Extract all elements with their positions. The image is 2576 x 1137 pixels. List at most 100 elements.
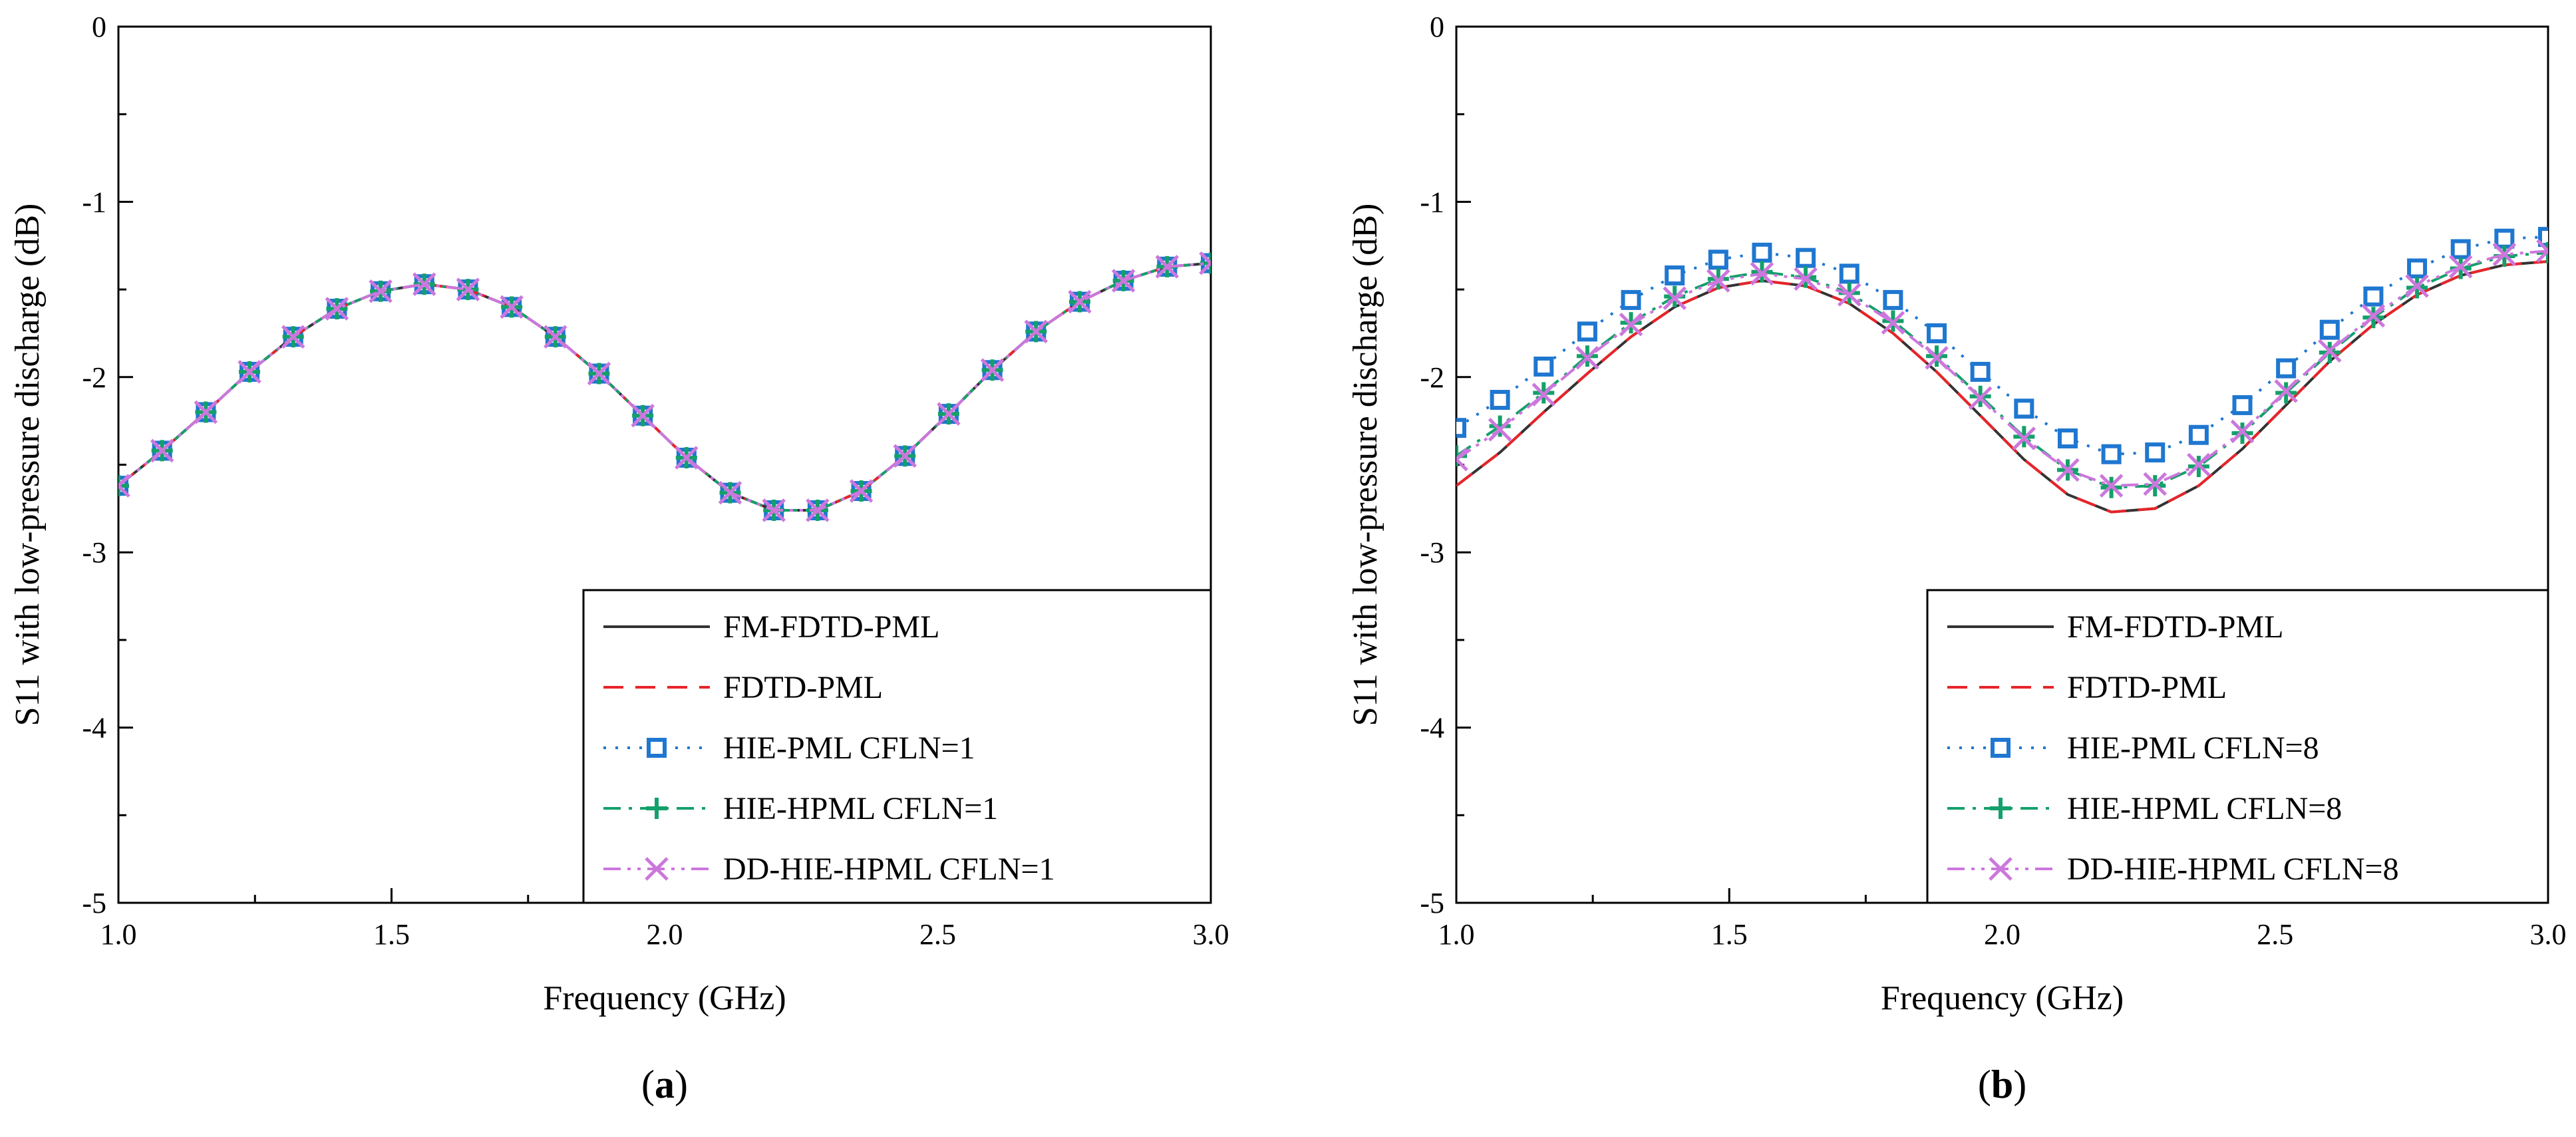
data-point <box>1456 418 1466 438</box>
data-point <box>2318 339 2342 363</box>
data-point <box>2492 242 2517 267</box>
series-1 <box>118 261 1211 512</box>
legend-label: FM-FDTD-PML <box>2067 609 2283 645</box>
data-point <box>1837 283 1861 307</box>
data-point <box>718 480 742 505</box>
data-point <box>1533 356 1554 377</box>
data-point <box>1883 289 1903 310</box>
legend-label: FDTD-PML <box>2067 670 2227 705</box>
series-line <box>118 261 1211 512</box>
data-point <box>325 297 349 321</box>
x-tick-label: 1.5 <box>373 918 410 951</box>
x-tick-label: 2.0 <box>647 918 683 951</box>
y-tick-label: -4 <box>1420 712 1444 744</box>
data-point <box>980 358 1005 383</box>
data-point <box>647 738 667 758</box>
data-point <box>2538 227 2548 247</box>
x-tick-label: 2.5 <box>919 918 956 951</box>
data-point <box>762 498 786 522</box>
data-point <box>645 857 669 881</box>
y-tick-label: -1 <box>1420 186 1444 218</box>
data-point <box>2536 239 2548 263</box>
x-tick-label: 1.5 <box>1711 918 1748 951</box>
data-point <box>281 325 305 349</box>
data-point <box>1752 242 1772 263</box>
y-tick-label: -4 <box>82 712 106 744</box>
series-layer <box>118 251 1211 522</box>
y-tick-label: -3 <box>82 536 106 569</box>
y-tick-label: 0 <box>1430 11 1444 43</box>
data-point <box>2407 258 2428 279</box>
y-tick-label: 0 <box>92 11 106 43</box>
data-point <box>544 325 567 349</box>
data-point <box>2232 395 2253 415</box>
data-point <box>1796 247 1816 268</box>
data-point <box>369 279 393 303</box>
data-point <box>1839 263 1859 284</box>
data-point <box>412 272 436 296</box>
data-point <box>2099 474 2124 498</box>
data-point <box>1619 313 1643 337</box>
data-point <box>1575 346 1599 370</box>
series-line <box>118 261 1211 512</box>
data-point <box>2014 399 2034 419</box>
series-line <box>118 261 1211 512</box>
data-point <box>587 361 611 386</box>
y-tick-label: -3 <box>1420 536 1444 569</box>
series-0 <box>118 261 1211 512</box>
data-point <box>1489 415 1511 437</box>
x-tick-label: 1.0 <box>1438 918 1475 951</box>
y-tick-label: -2 <box>1420 361 1444 394</box>
y-axis-label: S11 with low-pressure discharge (dB) <box>1347 204 1384 727</box>
data-point <box>1111 269 1136 293</box>
data-point <box>1881 311 1905 335</box>
data-point <box>1531 383 1556 406</box>
series-1 <box>1456 260 2548 514</box>
legend-label: FM-FDTD-PML <box>723 609 939 645</box>
data-point <box>2274 379 2298 403</box>
legend: FM-FDTD-PML FDTD-PML HIE-PML CFLN=1 HIE-HPM… <box>582 589 1212 904</box>
series-layer <box>1456 227 2548 514</box>
legend-label: HIE-HPML CFLN=8 <box>2067 791 2342 826</box>
series-line <box>1456 251 2548 489</box>
x-tick-label: 3.0 <box>2530 918 2567 951</box>
legend-label: DD-HIE-HPML CFLN=1 <box>723 852 1055 887</box>
data-point <box>2056 458 2080 482</box>
data-point <box>2057 428 2078 448</box>
legend-label: HIE-PML CFLN=1 <box>723 731 975 766</box>
legend: FM-FDTD-PML FDTD-PML HIE-PML CFLN=8 HIE-HPM… <box>1926 589 2549 904</box>
y-tick-label: -5 <box>82 887 106 919</box>
data-point <box>1577 321 1597 342</box>
panel-caption: (b) <box>1978 1062 2026 1106</box>
x-tick-label: 2.0 <box>1984 918 2020 951</box>
series-4 <box>1456 239 2548 498</box>
series-line <box>1456 249 2548 488</box>
data-point <box>1989 857 2012 881</box>
data-point <box>1970 361 1991 382</box>
y-tick-label: -1 <box>82 186 106 218</box>
data-point <box>1665 265 1685 286</box>
series-line <box>118 261 1211 512</box>
data-point <box>2494 228 2515 249</box>
data-point <box>2145 442 2166 463</box>
x-tick-label: 3.0 <box>1193 918 1229 951</box>
data-point <box>238 360 261 384</box>
legend-label: HIE-HPML CFLN=1 <box>723 791 998 826</box>
data-point <box>150 438 174 463</box>
chart-panel-b: 1.0 1.5 2.0 2.5 3.0 0 -1 -2 -3 -4 -5 Frequency (GHz… <box>1347 11 2567 1106</box>
series-2 <box>118 253 1211 520</box>
data-point <box>1490 390 1510 410</box>
data-point <box>2319 319 2340 340</box>
series-4 <box>118 251 1211 522</box>
data-point <box>1663 286 1687 311</box>
data-point <box>937 402 961 426</box>
data-point <box>646 798 667 819</box>
data-point <box>1621 289 1641 310</box>
series-3 <box>1456 242 2548 498</box>
legend-label: DD-HIE-HPML CFLN=8 <box>2067 852 2399 887</box>
data-point <box>2450 239 2471 259</box>
data-point <box>1706 269 1730 293</box>
data-point <box>2012 426 2036 450</box>
data-point <box>1991 738 2011 758</box>
